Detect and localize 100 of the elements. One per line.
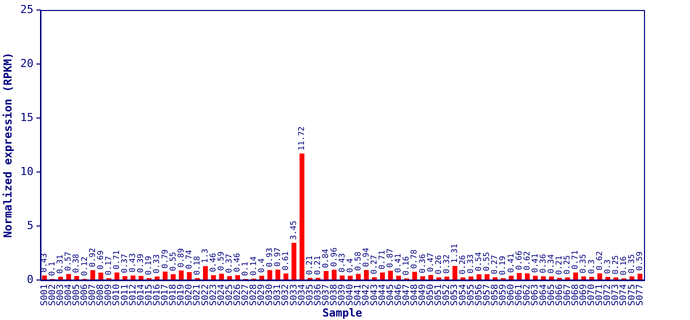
data-label: 0.27 [369, 254, 378, 274]
data-label: 0.71 [112, 250, 121, 270]
data-label: 0.84 [321, 248, 330, 268]
bar [630, 276, 634, 280]
bar [42, 275, 47, 280]
data-label: 0.17 [104, 256, 113, 276]
bar [203, 266, 208, 280]
bar [114, 272, 120, 280]
data-label: 0.66 [514, 250, 524, 270]
x-tick-label: S077 [635, 284, 646, 306]
data-label: 0.93 [264, 248, 274, 268]
bar [219, 274, 224, 280]
bar [638, 274, 642, 280]
bar [420, 276, 426, 280]
y-tick-label: 20 [20, 56, 34, 70]
data-label: 0.92 [88, 248, 97, 268]
data-label: 0.3 [602, 259, 612, 274]
bar [130, 275, 136, 280]
data-label: 0.3 [586, 259, 596, 274]
data-label: 0.61 [280, 251, 290, 271]
bar [292, 242, 296, 280]
y-tick-label: 25 [20, 2, 34, 16]
bar [468, 276, 474, 280]
bar [532, 276, 538, 280]
bar [581, 276, 586, 280]
bar [484, 274, 490, 280]
bar [597, 273, 602, 280]
data-label: 0.19 [144, 256, 154, 276]
bar [275, 270, 280, 280]
data-label: 0.59 [216, 251, 226, 271]
data-label: 0.19 [498, 256, 508, 276]
bar [388, 270, 393, 280]
bar [428, 275, 434, 280]
bar [300, 153, 304, 280]
data-label: 0.16 [402, 256, 411, 276]
data-label: 0.37 [224, 254, 234, 274]
bar [364, 270, 369, 280]
data-label: 3.45 [289, 220, 298, 240]
data-label: 0.35 [578, 254, 588, 274]
data-label: 0.87 [386, 248, 395, 268]
data-label: 0.94 [361, 248, 370, 267]
bar [178, 270, 184, 280]
data-label: 0.18 [192, 256, 202, 276]
bar [412, 272, 418, 280]
data-label: 0.46 [208, 252, 218, 272]
bar [227, 276, 232, 280]
bar [380, 272, 385, 280]
bar [444, 276, 450, 280]
data-label: 0.55 [482, 252, 492, 272]
y-tick-label: 5 [26, 218, 34, 232]
data-label: 0.16 [618, 256, 628, 276]
data-label: 0.69 [96, 250, 105, 270]
data-label: 0.71 [378, 250, 387, 270]
data-label: 0.26 [458, 254, 468, 274]
y-tick-label: 15 [20, 110, 34, 124]
x-axis-title: Sample [322, 306, 362, 320]
bar [170, 274, 176, 280]
data-label: 0.78 [410, 249, 419, 269]
data-label: 0.21 [554, 255, 564, 275]
bar [138, 276, 144, 280]
data-label: 0.12 [80, 256, 89, 276]
y-tick-label: 0 [26, 272, 34, 286]
bar [372, 277, 377, 280]
bar [340, 275, 345, 280]
bar [58, 276, 63, 280]
data-label: 0.27 [490, 254, 500, 274]
data-label: 0.36 [538, 254, 548, 274]
data-label: 1.31 [450, 244, 459, 263]
data-label: 0.21 [313, 255, 322, 275]
data-label: 0.97 [272, 247, 282, 267]
data-label: 0.74 [184, 250, 194, 270]
data-label: 0.79 [160, 249, 170, 269]
y-axis-title: Normalized expression (RPKM) [1, 52, 14, 238]
bar [516, 272, 522, 280]
data-label: 0.41 [506, 253, 516, 273]
bar [186, 272, 192, 280]
data-label: 0.31 [56, 254, 65, 274]
bar [98, 272, 104, 280]
data-label: 0.33 [466, 254, 476, 274]
bar [324, 271, 329, 280]
data-label: 0.46 [232, 252, 242, 272]
bar [549, 276, 554, 280]
data-label: 0.43 [337, 253, 346, 272]
bar [154, 276, 160, 280]
data-label: 0.55 [168, 252, 178, 272]
bar [235, 275, 240, 280]
bar [90, 270, 96, 280]
bar [283, 274, 288, 280]
bar [524, 273, 530, 280]
data-label: 0.32 [442, 254, 451, 274]
data-label: 0.36 [418, 254, 427, 274]
bar [396, 276, 401, 280]
data-label: 0.21 [305, 255, 314, 275]
data-label: 0.14 [248, 256, 258, 276]
y-tick-label: 10 [20, 164, 34, 178]
bar [492, 277, 498, 280]
data-label: 0.1 [240, 261, 250, 276]
bar [508, 276, 514, 280]
data-label: 0.54 [474, 252, 484, 272]
data-label: 0.34 [546, 254, 556, 274]
